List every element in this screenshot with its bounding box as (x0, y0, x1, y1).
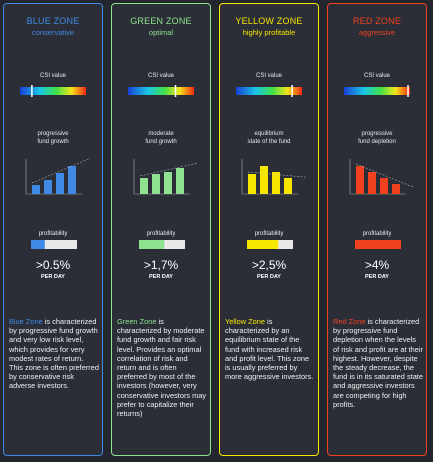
zone-subtitle: aggressive (358, 28, 396, 37)
per-day: PER DAY (365, 274, 389, 280)
mini-chart (133, 159, 199, 195)
chart-label: fund growth (145, 139, 177, 145)
mini-bar (140, 178, 148, 194)
mini-bar (152, 174, 160, 194)
csi-bar (20, 87, 86, 95)
mini-bar (392, 184, 400, 194)
csi-label: CSI value (39, 73, 66, 79)
profit-track (31, 240, 77, 249)
csi-scale (236, 85, 302, 97)
profit-label: profitability (146, 231, 176, 237)
profit-value: >4% (364, 258, 390, 272)
zone-title: YELLOW ZONE (235, 16, 303, 26)
zone-card: RED ZONE aggressive CSI value progressive fu… (327, 3, 427, 456)
zone-card: BLUE ZONE conservative CSI value progressiv… (3, 3, 103, 456)
description: Blue Zone is characterized by progressiv… (9, 317, 99, 391)
profit-label: profitability (254, 231, 284, 237)
profit-label: profitability (362, 231, 392, 237)
description-body: is characterized by an equilibrium state… (225, 317, 314, 382)
description-body: is characterized by progressive fund gro… (9, 317, 99, 391)
profit-fill (247, 240, 279, 249)
per-day: PER DAY (257, 274, 281, 280)
chart-label: progressive (37, 131, 69, 137)
per-day: PER DAY (41, 274, 65, 280)
csi-label: CSI value (363, 73, 390, 79)
mini-chart (25, 158, 91, 195)
chart-label: fund depletion (358, 139, 396, 145)
mini-bar (164, 172, 172, 194)
profit-bar (355, 240, 401, 249)
mini-bar (248, 174, 256, 194)
profit-fill (31, 240, 45, 249)
mini-chart (349, 159, 415, 195)
zone-subtitle: highly profitable (242, 28, 296, 37)
description: Yellow Zone is characterized by an equil… (225, 317, 315, 381)
mini-bar (356, 166, 364, 194)
profit-bar (247, 240, 293, 249)
description: Red Zone is characterized by progressive… (333, 317, 423, 409)
mini-bar (272, 172, 280, 194)
trend (139, 162, 199, 177)
mini-bar (368, 172, 376, 194)
profit-label: profitability (38, 231, 68, 237)
csi-bar (128, 87, 194, 95)
description-lead: Green Zone (117, 317, 157, 326)
mini-bar (176, 168, 184, 194)
zone-card: YELLOW ZONE highly profitable CSI value equ… (219, 3, 319, 456)
mini-bar (44, 180, 52, 194)
trend (247, 171, 307, 178)
mini-bar (56, 173, 64, 194)
zone-subtitle: conservative (31, 28, 75, 37)
description: Green Zone is characterized by moderate … (117, 317, 207, 418)
description-lead: Blue Zone (9, 317, 43, 326)
chart-label: fund growth (37, 139, 69, 145)
csi-label: CSI value (147, 73, 174, 79)
mini-bar (68, 166, 76, 194)
chart-label: equilibrium (254, 131, 284, 137)
chart-label: moderate (148, 131, 174, 137)
zone-title: GREEN ZONE (130, 16, 192, 26)
mini-bar (260, 166, 268, 194)
csi-scale (128, 85, 194, 97)
zone-title: BLUE ZONE (26, 16, 80, 26)
profit-value: >2,5% (251, 258, 287, 272)
mini-chart (241, 159, 307, 195)
csi-bar (344, 87, 410, 95)
zone-subtitle: optimal (148, 28, 174, 37)
zone-card: GREEN ZONE optimal CSI value moderate fund g… (111, 3, 211, 456)
profit-fill (355, 240, 401, 249)
trend (31, 158, 91, 184)
description-lead: Red Zone (333, 317, 366, 326)
mini-bar (284, 178, 292, 194)
mini-bar (380, 178, 388, 194)
chart-label: state of the fund (247, 139, 291, 145)
csi-scale (20, 85, 86, 97)
csi-label: CSI value (255, 73, 282, 79)
zone-title: RED ZONE (352, 16, 402, 26)
profit-bar (31, 240, 77, 249)
profit-value: >1,7% (143, 258, 179, 272)
csi-bar (236, 87, 302, 95)
per-day: PER DAY (149, 274, 173, 280)
mini-bar (32, 185, 40, 194)
profit-value: >0.5% (35, 258, 71, 272)
csi-scale (344, 85, 410, 97)
description-lead: Yellow Zone (225, 317, 265, 326)
profit-fill (139, 240, 165, 249)
description-body: is characterized by progressive fund dep… (333, 317, 423, 409)
chart-label: progressive (361, 131, 393, 137)
description-body: is characterized by moderate fund growth… (117, 317, 207, 419)
profit-bar (139, 240, 185, 249)
